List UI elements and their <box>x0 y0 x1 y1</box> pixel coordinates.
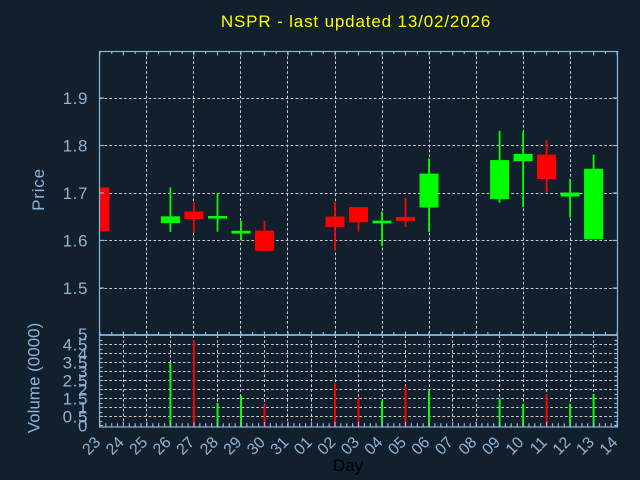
svg-text:5: 5 <box>78 325 88 344</box>
svg-text:2.5: 2.5 <box>63 372 88 391</box>
svg-text:2: 2 <box>78 381 88 400</box>
svg-text:1.9: 1.9 <box>63 89 88 108</box>
svg-text:1.5: 1.5 <box>63 279 88 298</box>
svg-text:0.5: 0.5 <box>63 408 88 427</box>
svg-text:3.5: 3.5 <box>63 354 88 373</box>
svg-text:4: 4 <box>78 345 88 364</box>
svg-text:4.5: 4.5 <box>63 336 88 355</box>
svg-text:1: 1 <box>78 399 88 418</box>
svg-text:0: 0 <box>78 417 88 436</box>
svg-text:1.6: 1.6 <box>63 232 88 251</box>
svg-text:Price: Price <box>29 168 48 211</box>
svg-text:3: 3 <box>78 363 88 382</box>
svg-text:Volume (0000): Volume (0000) <box>25 323 44 434</box>
svg-text:1.7: 1.7 <box>63 184 88 203</box>
svg-text:1.8: 1.8 <box>63 137 88 156</box>
svg-text:Day: Day <box>333 456 364 475</box>
svg-text:1.5: 1.5 <box>63 390 88 409</box>
svg-text:NSPR - last updated 13/02/2026: NSPR - last updated 13/02/2026 <box>221 12 491 31</box>
